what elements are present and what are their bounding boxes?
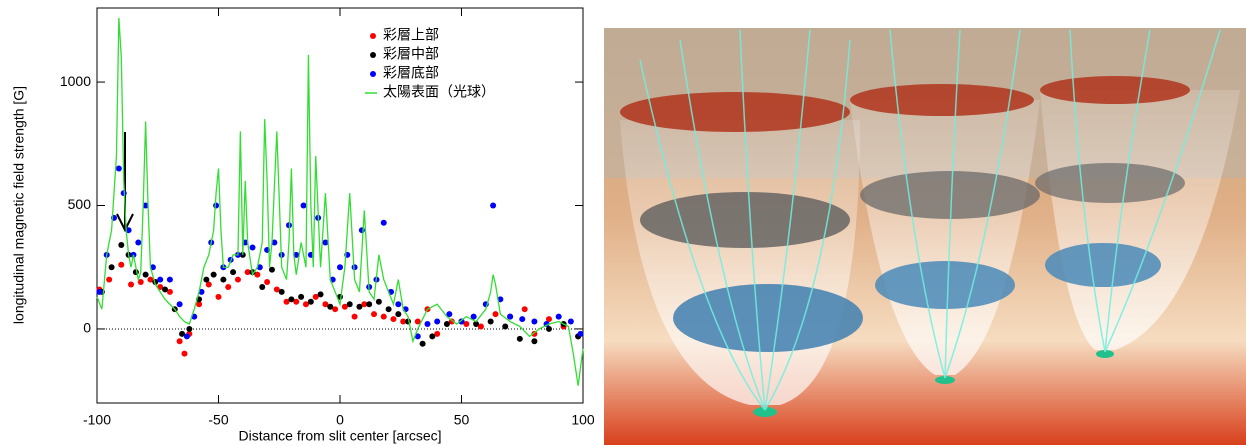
x-axis-label: Distance from slit center [arcsec]: [238, 428, 441, 444]
data-point: [118, 262, 124, 268]
data-point: [269, 267, 275, 273]
disk-middle: [860, 171, 1040, 219]
data-point: [517, 336, 523, 342]
data-point: [301, 203, 307, 209]
data-point: [327, 304, 333, 310]
plot-frame: [97, 8, 583, 403]
data-point: [143, 272, 149, 278]
data-point: [420, 341, 426, 347]
data-point: [128, 282, 134, 288]
data-point: [390, 316, 396, 322]
data-point: [225, 284, 231, 290]
data-point: [376, 299, 382, 305]
data-point: [395, 301, 401, 307]
data-point: [118, 242, 124, 248]
data-point: [531, 319, 537, 325]
data-point: [250, 244, 256, 250]
data-point: [578, 331, 584, 337]
x-tick-label: 0: [336, 412, 344, 428]
disk-upper: [620, 92, 850, 132]
data-point: [203, 277, 209, 283]
data-point: [488, 319, 494, 325]
data-point: [264, 279, 270, 285]
data-point: [308, 299, 314, 305]
disk-middle: [1035, 163, 1185, 203]
data-point: [157, 277, 163, 283]
data-point: [177, 301, 183, 307]
disk-upper: [850, 84, 1034, 116]
data-point: [371, 311, 377, 317]
data-point: [502, 323, 508, 329]
data-point: [356, 304, 362, 310]
data-point: [213, 203, 219, 209]
data-point: [216, 294, 222, 300]
disk-lower: [673, 284, 863, 352]
data-point: [490, 203, 496, 209]
data-point: [135, 240, 141, 246]
data-point: [424, 321, 430, 327]
photosphere-line: [97, 18, 583, 386]
legend-label: 彩層底部: [383, 65, 439, 81]
data-point: [177, 338, 183, 344]
legend-label: 彩層中部: [383, 46, 439, 62]
data-point: [444, 321, 450, 327]
data-point: [381, 314, 387, 320]
disk-lower: [875, 261, 1015, 309]
data-point: [211, 272, 217, 278]
x-tick-label: -100: [83, 412, 111, 428]
data-point: [493, 311, 499, 317]
data-point: [531, 338, 537, 344]
data-point: [381, 220, 387, 226]
data-point: [366, 301, 372, 307]
data-point: [259, 284, 265, 290]
data-point: [568, 319, 574, 325]
data-point: [347, 301, 353, 307]
disk-lower: [1045, 243, 1161, 287]
data-point: [106, 277, 112, 283]
data-point: [167, 277, 173, 283]
legend-swatch: [370, 33, 376, 39]
data-point: [235, 277, 241, 283]
disk-upper: [1040, 76, 1190, 104]
data-point: [519, 316, 525, 322]
data-point: [318, 291, 324, 297]
data-point: [116, 165, 122, 171]
data-point: [162, 286, 168, 292]
data-point: [434, 319, 440, 325]
data-point: [220, 277, 226, 283]
data-point: [230, 269, 236, 275]
disk-middle: [640, 192, 850, 248]
data-point: [288, 296, 294, 302]
data-point: [96, 289, 102, 295]
data-point: [359, 227, 365, 233]
data-point: [556, 314, 562, 320]
data-point: [522, 306, 528, 312]
data-point: [109, 264, 115, 270]
y-tick-label: 500: [68, 196, 92, 212]
data-point: [507, 314, 513, 320]
data-point: [337, 264, 343, 270]
x-tick-label: 50: [454, 412, 470, 428]
data-point: [279, 289, 285, 295]
data-point: [184, 333, 190, 339]
data-point: [429, 333, 435, 339]
data-point: [181, 351, 187, 357]
data-point: [186, 326, 192, 332]
y-tick-label: 0: [83, 320, 91, 336]
y-axis-label: longitudinal magnetic field strength [G]: [11, 86, 27, 324]
x-tick-label: -50: [208, 412, 228, 428]
legend-label: 太陽表面（光球）: [383, 84, 495, 100]
figure: Distance from slit center [arcsec] longi…: [0, 0, 1246, 445]
illustration: [604, 28, 1246, 445]
data-point: [395, 311, 401, 317]
data-point: [352, 314, 358, 320]
legend-swatch: [370, 52, 376, 58]
data-point: [298, 294, 304, 300]
legend-label: 彩層上部: [383, 27, 439, 43]
data-point: [386, 306, 392, 312]
x-tick-label: 100: [571, 412, 595, 428]
y-tick-label: 1000: [60, 73, 91, 89]
legend-swatch: [370, 71, 376, 77]
